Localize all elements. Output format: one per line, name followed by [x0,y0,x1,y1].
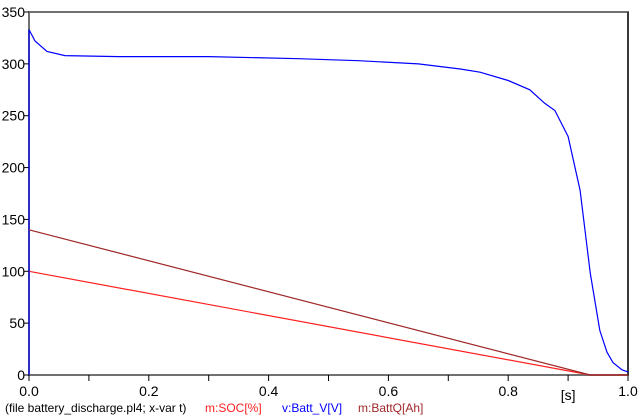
series-line-0 [28,270,628,376]
x-tick-label: 1.0 [618,383,638,399]
file-caption: (file battery_discharge.pl4; x-var t) [5,401,187,415]
series-line-1 [28,29,629,375]
y-tick-label: 200 [2,160,26,176]
x-tick-label: 0.8 [498,383,518,399]
legend-soc: m:SOC[%] [205,401,262,415]
y-tick-label: 150 [2,211,26,227]
y-tick-label: 100 [2,263,26,279]
x-tick-label: 0.6 [379,383,399,399]
x-tick-label: 0.2 [139,383,159,399]
x-axis-label: [s] [561,387,576,403]
x-tick-label: 0.4 [259,383,279,399]
legend-batt-v: v:Batt_V[V] [282,401,343,415]
y-tick-label: 300 [2,56,26,72]
plot-frame [28,11,629,376]
y-tick-label: 350 [2,4,26,20]
series-line-2 [28,229,628,376]
y-tick-label: 0 [17,367,25,383]
y-tick-label: 250 [2,108,26,124]
y-tick-label: 50 [9,315,25,331]
x-tick-label: 0.0 [19,383,39,399]
legend-battq: m:BattQ[Ah] [358,401,424,415]
